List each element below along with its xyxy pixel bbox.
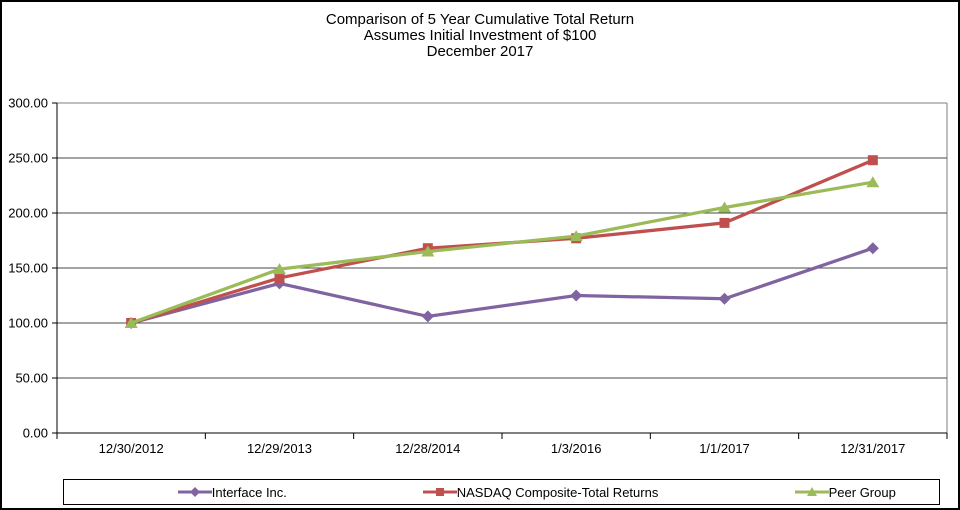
legend-item-peer-group: Peer Group	[794, 480, 896, 504]
x-tick-label: 1/1/2017	[699, 441, 750, 456]
data-point-marker	[867, 155, 878, 166]
y-tick-label: 300.00	[8, 96, 48, 111]
data-point-marker	[570, 289, 583, 302]
data-point-marker	[866, 242, 879, 255]
y-tick-label: 200.00	[8, 206, 48, 221]
y-tick-label: 250.00	[8, 151, 48, 166]
y-tick-label: 0.00	[23, 426, 48, 441]
data-point-marker	[421, 245, 435, 257]
legend: Interface Inc. NASDAQ Composite-Total Ret…	[63, 479, 940, 505]
data-point-marker	[421, 310, 434, 323]
series-line-peer-group	[130, 180, 874, 325]
data-point-marker	[273, 263, 286, 275]
data-point-marker	[718, 201, 731, 213]
series-line-nasdaq-composite-total-returns	[130, 158, 874, 325]
chart-title-line-1: Comparison of 5 Year Cumulative Total Re…	[325, 11, 635, 28]
chart-title-line-3: December 2017	[426, 43, 534, 60]
x-tick-label: 12/31/2017	[840, 441, 905, 456]
chart-title: Comparison of 5 Year Cumulative Total Re…	[2, 12, 958, 60]
legend-item-nasdaq-composite-total-returns: NASDAQ Composite-Total Returns	[422, 480, 659, 504]
chart-title-line-2: Assumes Initial Investment of $100	[363, 27, 597, 44]
series-line-interface-inc-	[130, 246, 874, 325]
x-tick-label: 1/3/2016	[551, 441, 602, 456]
data-point-marker	[124, 317, 138, 328]
y-tick-label: 50.00	[15, 371, 48, 386]
diamond-marker-icon	[177, 487, 212, 497]
data-point-marker	[719, 217, 730, 228]
triangle-marker-icon	[794, 487, 829, 496]
y-tick-label: 100.00	[8, 316, 48, 331]
data-point-marker	[274, 272, 285, 283]
data-point-marker	[569, 230, 583, 242]
legend-label: Peer Group	[828, 484, 896, 500]
x-tick-label: 12/30/2012	[99, 441, 164, 456]
x-tick-label: 12/28/2014	[395, 441, 460, 456]
legend-label: Interface Inc.	[211, 484, 287, 500]
square-marker-icon	[422, 488, 457, 496]
legend-label: NASDAQ Composite-Total Returns	[456, 484, 659, 500]
legend-item-interface-inc-: Interface Inc.	[177, 480, 287, 504]
y-tick-label: 150.00	[8, 261, 48, 276]
x-tick-label: 12/29/2013	[247, 441, 312, 456]
data-point-marker	[718, 292, 731, 305]
data-point-marker	[866, 176, 880, 188]
